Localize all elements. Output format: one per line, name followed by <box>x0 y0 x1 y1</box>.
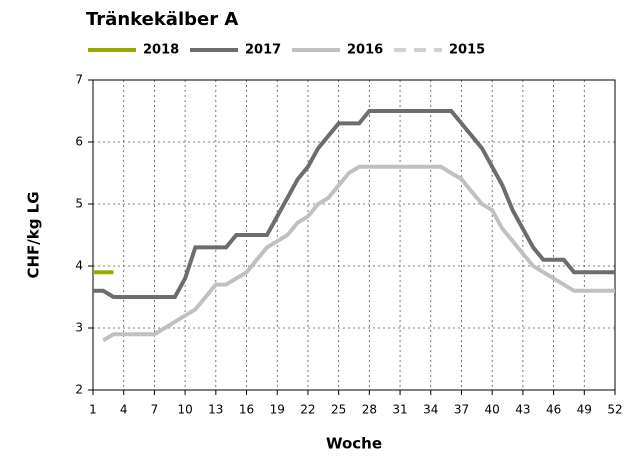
x-tick-label: 31 <box>392 403 407 417</box>
legend-label: 2018 <box>143 43 179 58</box>
x-tick-label: 28 <box>362 403 377 417</box>
x-tick-label: 7 <box>151 403 159 417</box>
legend-label: 2017 <box>245 43 281 58</box>
x-tick-label: 25 <box>331 403 346 417</box>
x-tick-label: 46 <box>546 403 561 417</box>
y-tick-label: 6 <box>75 135 83 149</box>
x-tick-label: 10 <box>177 403 192 417</box>
x-tick-label: 37 <box>454 403 469 417</box>
x-tick-label: 34 <box>423 403 438 417</box>
x-tick-label: 52 <box>607 403 622 417</box>
plot-frame <box>92 79 616 391</box>
x-tick-label: 49 <box>577 403 592 417</box>
x-tick-label: 16 <box>239 403 254 417</box>
y-tick-label: 5 <box>75 197 83 211</box>
x-tick-label: 4 <box>120 403 128 417</box>
legend-label: 2016 <box>347 43 383 58</box>
y-axis-label: CHF/kg LG <box>25 191 43 278</box>
x-tick-label: 43 <box>515 403 530 417</box>
line <box>93 109 615 299</box>
y-tick-label: 2 <box>75 383 83 397</box>
x-tick-label: 1 <box>89 403 97 417</box>
x-tick-label: 22 <box>300 403 315 417</box>
line <box>102 164 615 343</box>
chart-title: Tränkekälber A <box>86 9 238 30</box>
y-tick-label: 3 <box>75 321 83 335</box>
legend-label: 2015 <box>449 43 485 58</box>
x-tick-label: 40 <box>485 403 500 417</box>
x-tick-label: 19 <box>270 403 285 417</box>
x-axis-label: Woche <box>326 435 382 453</box>
y-tick-label: 7 <box>75 73 83 87</box>
x-tick-label: 13 <box>208 403 223 417</box>
y-tick-label: 4 <box>75 259 83 273</box>
